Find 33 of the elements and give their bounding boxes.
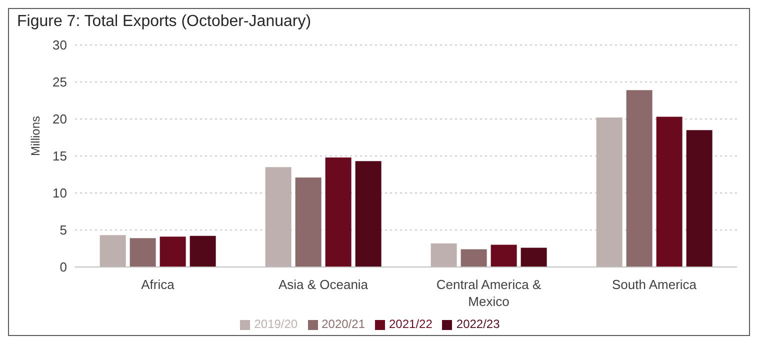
bar bbox=[520, 248, 547, 267]
bar bbox=[626, 90, 652, 267]
legend-label: 2022/23 bbox=[456, 317, 500, 331]
bar bbox=[100, 235, 126, 267]
bar bbox=[160, 236, 186, 267]
x-tick-label: Asia & Oceania bbox=[278, 277, 369, 292]
legend-label: 2020/21 bbox=[322, 317, 365, 331]
legend-label: 2021/22 bbox=[389, 317, 432, 331]
y-tick-label: 10 bbox=[52, 186, 67, 201]
bar bbox=[295, 177, 322, 267]
chart-title: Figure 7: Total Exports (October-January) bbox=[17, 13, 312, 31]
bar bbox=[656, 116, 682, 267]
x-tick-label: South America bbox=[612, 277, 698, 292]
bar bbox=[490, 244, 517, 267]
y-tick-label: 25 bbox=[52, 74, 67, 90]
x-tick-label: Africa bbox=[141, 277, 176, 292]
y-tick-label: 0 bbox=[60, 260, 67, 275]
bar bbox=[265, 167, 292, 267]
legend-label: 2019/20 bbox=[254, 317, 298, 331]
bar bbox=[686, 130, 712, 267]
bar bbox=[190, 236, 216, 267]
x-tick-label: Central America & Mexico bbox=[436, 277, 542, 309]
bar bbox=[596, 118, 622, 267]
bar bbox=[130, 238, 156, 267]
bar bbox=[355, 161, 382, 267]
bar bbox=[430, 243, 457, 267]
y-tick-label: 20 bbox=[52, 112, 67, 127]
bar bbox=[460, 249, 487, 267]
y-tick-label: 30 bbox=[52, 38, 67, 53]
bar bbox=[325, 157, 352, 267]
y-axis-title: Millions bbox=[28, 116, 42, 156]
y-tick-label: 5 bbox=[60, 222, 67, 238]
y-tick-label: 15 bbox=[52, 148, 67, 164]
